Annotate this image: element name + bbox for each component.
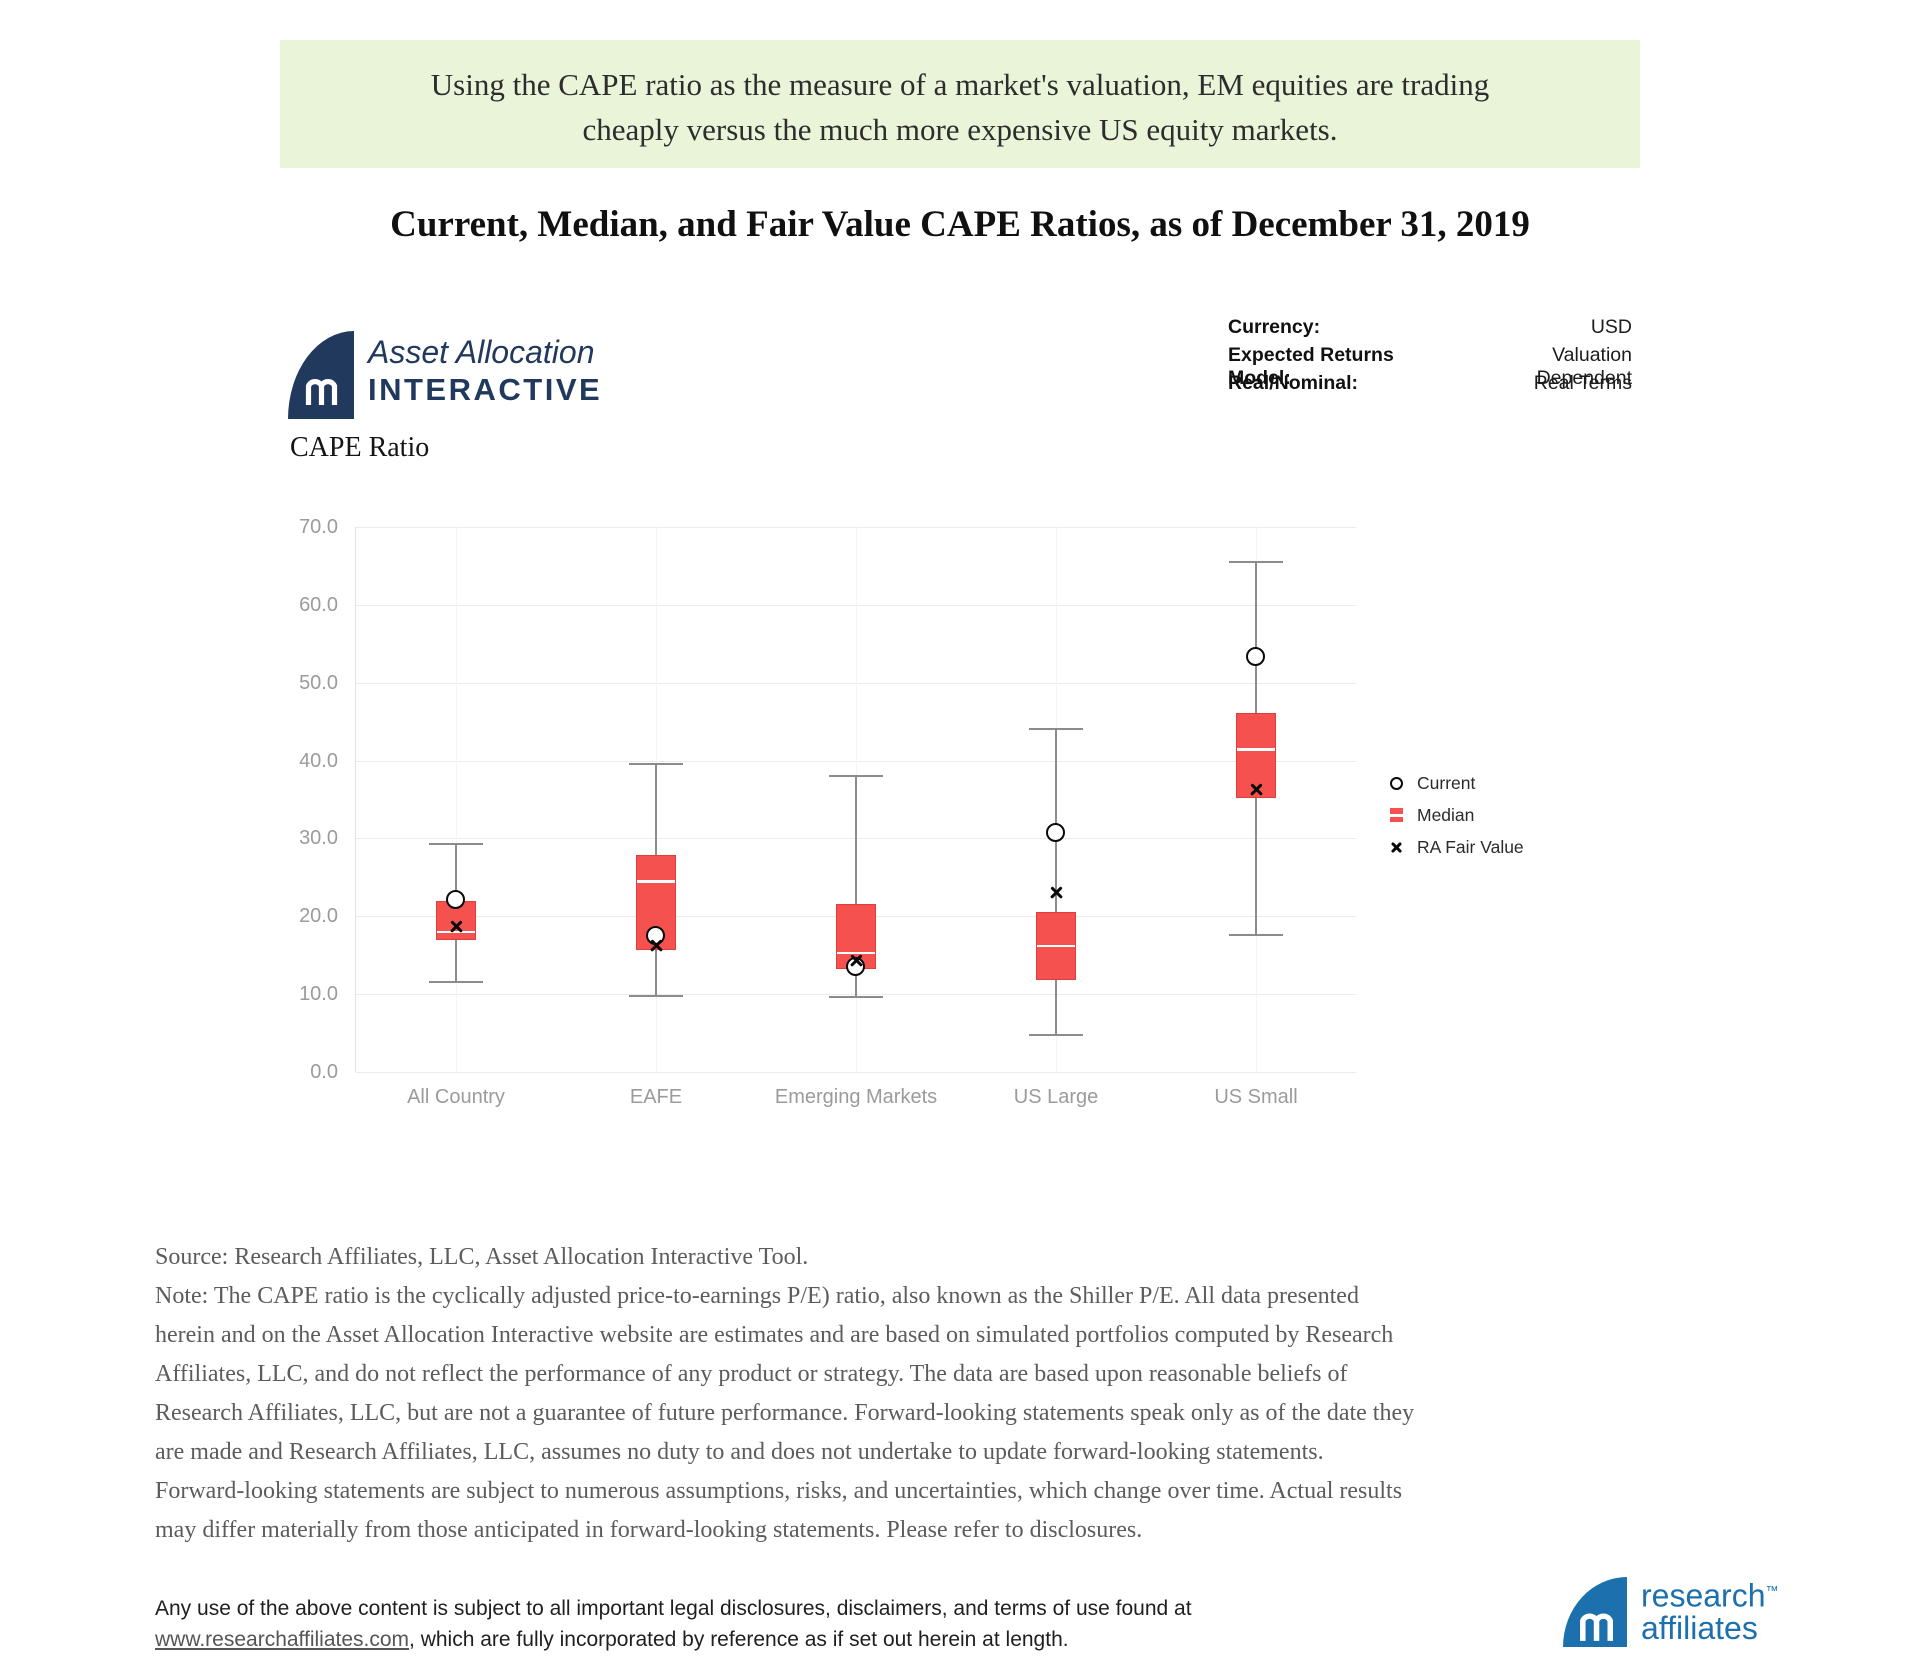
insight-banner: Using the CAPE ratio as the measure of a… [280,40,1640,168]
whisker-cap-high [1029,728,1083,731]
setting-row-currency: Currency: USD [1228,316,1632,344]
expected-returns-model-label: Expected Returns Model: [1228,344,1394,389]
whisker-stem [855,776,857,998]
fair-value-marker [1249,782,1264,797]
x-tick-label: EAFE [629,1086,683,1108]
box-median-line [637,880,675,883]
real-nominal-label: Real/Nominal: [1228,372,1359,394]
whisker-cap-high [829,775,883,778]
page-title: Current, Median, and Fair Value CAPE Rat… [390,204,1530,245]
source-line: Source: Research Affiliates, LLC, Asset … [155,1244,809,1270]
x-tick-label: Emerging Markets [774,1086,938,1108]
legal-footer: Any use of the above content is subject … [155,1593,1285,1655]
logo-interactive-text: INTERACTIVE [368,372,603,407]
model-settings: Currency: USD Expected Returns Model: Va… [1228,316,1632,400]
chart-legend: Current Median RA Fair Value [1388,767,1524,863]
legend-label-median: Median [1417,804,1475,825]
insight-text: Using the CAPE ratio as the measure of a… [430,67,1490,147]
median-box-icon [1388,808,1404,822]
whisker-cap-low [829,996,883,999]
whisker-cap-high [429,842,483,845]
note-text: Note: The CAPE ratio is the cyclically a… [155,1283,1415,1543]
fair-value-marker [449,919,464,934]
plot-area: 0.0 10.0 20.0 30.0 40.0 50.0 60.0 70.0 All Count… [299,516,1356,1108]
whisker-cap-high [1229,561,1283,564]
legal-text-before-link: Any use of the above content is subject … [155,1597,1192,1620]
box-median-line [1237,748,1275,751]
legend-item-current: Current [1388,767,1524,799]
wordmark-research: research [1641,1577,1766,1614]
expected-returns-model-value: Valuation Dependent [1536,344,1632,389]
y-tick-label: 10.0 [299,983,338,1006]
x-tick-label: US Large [1013,1086,1099,1108]
ra-monogram-icon [305,379,338,405]
y-tick-label: 40.0 [299,749,338,772]
researchaffiliates-link[interactable]: www.researchaffiliates.com [155,1628,410,1651]
setting-row-real-nominal: Real/Nominal: Real Terms [1228,372,1632,400]
y-tick-label: 50.0 [299,671,338,694]
fair-value-marker [649,938,664,953]
source-note-block: Source: Research Affiliates, LLC, Asset … [155,1238,1417,1550]
asset-allocation-interactive-logo-icon [288,331,354,419]
current-circle-icon [1388,776,1404,790]
x-tick-label: US Small [1214,1086,1298,1108]
trademark-symbol: ™ [1765,1583,1779,1598]
currency-label: Currency: [1228,316,1321,338]
y-tick-label: 60.0 [299,593,338,616]
y-tick-label: 30.0 [299,827,338,850]
whisker-cap-low [1229,933,1283,936]
legend-item-fair-value: RA Fair Value [1388,831,1524,863]
legend-item-median: Median [1388,799,1524,831]
research-affiliates-logo-icon [1563,1577,1627,1647]
legal-text-after-link: , which are fully incorporated by refere… [409,1628,1069,1651]
current-marker [1046,822,1065,842]
y-tick-label: 0.0 [310,1061,338,1083]
y-tick-label: 70.0 [299,516,338,538]
y-gridline [356,1072,1356,1073]
fair-value-x-icon [1388,841,1404,854]
real-nominal-value: Real Terms [1533,372,1632,394]
research-affiliates-wordmark: research™ affiliates [1641,1575,1779,1644]
x-gridline [456,527,457,1072]
fair-value-marker [849,953,864,968]
whisker-cap-low [429,981,483,984]
logo-asset-allocation-text: Asset Allocation [368,334,595,370]
current-marker [446,889,465,909]
whisker-cap-low [629,994,683,997]
setting-row-expected-returns-model: Expected Returns Model: Valuation Depend… [1228,344,1632,389]
whisker-cap-low [1029,1033,1083,1036]
legend-label-current: Current [1417,772,1476,793]
wordmark-affiliates: affiliates [1641,1609,1758,1646]
whisker-stem [1055,729,1057,1035]
box-median-line [1037,944,1075,948]
currency-value: USD [1590,316,1632,338]
y-axis-title: CAPE Ratio [290,432,430,463]
x-tick-label: All Country [407,1086,505,1108]
whisker-cap-high [629,762,683,765]
ra-monogram-icon [1580,1613,1613,1641]
y-tick-label: 20.0 [299,905,338,928]
current-marker [1246,647,1265,667]
fair-value-marker [1049,885,1064,900]
legend-label-fair-value: RA Fair Value [1417,836,1524,857]
